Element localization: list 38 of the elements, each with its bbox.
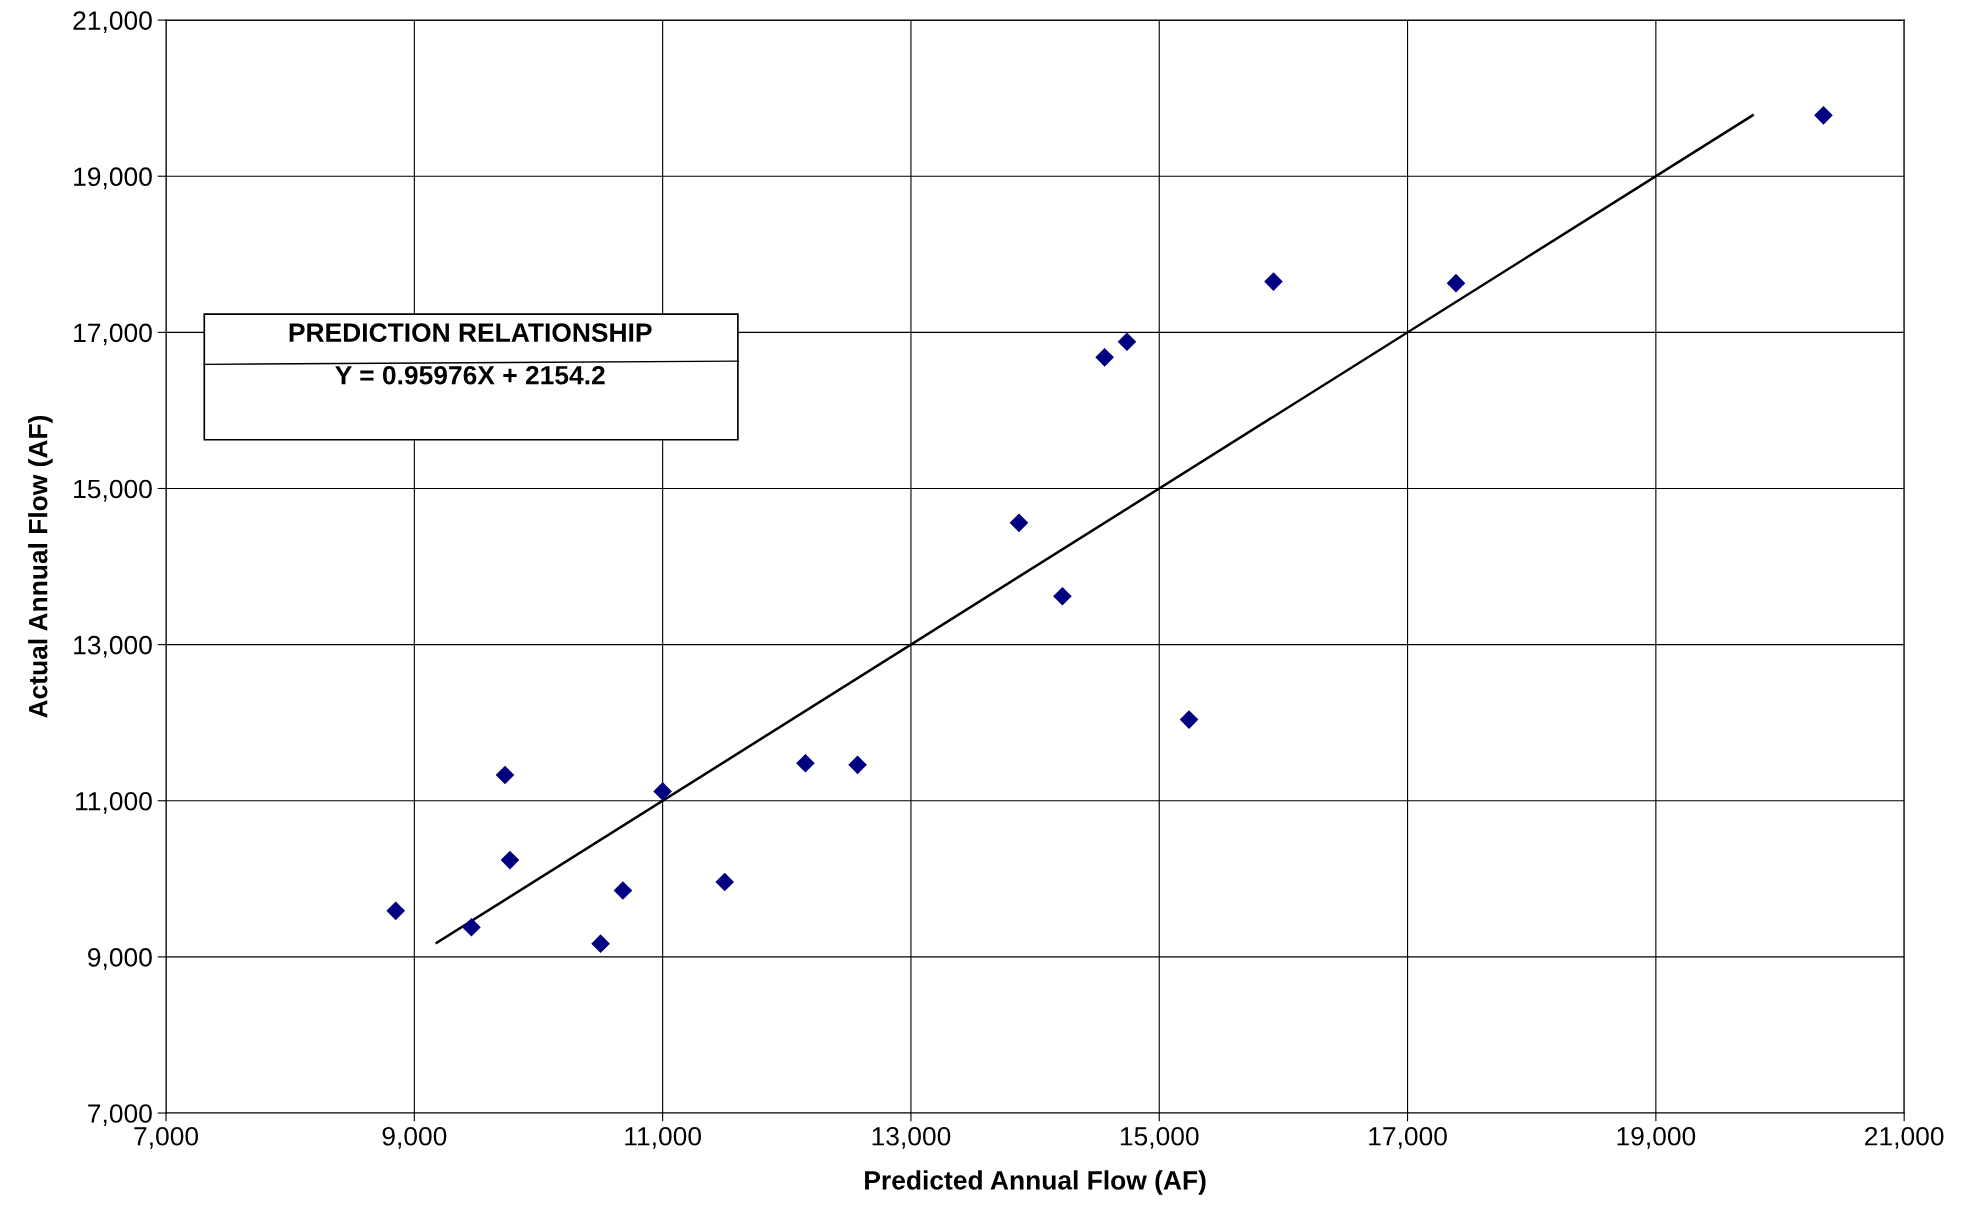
x-tick-label: 7,000 [134,1126,199,1149]
point [1117,332,1137,352]
point [848,755,867,775]
y-tick-label: 21,000 [73,11,152,34]
annotation: Y = 0.95976X + 2154.2 [335,365,605,385]
x-tick-label: 17,000 [1369,1126,1447,1149]
point [1264,272,1283,291]
x-axis-title: Predicted Annual Flow (AF) [865,1170,1206,1195]
y-tick-label: 19,000 [74,167,152,190]
point [386,901,406,921]
x-tick-label: 11,000 [625,1126,701,1149]
point [500,850,520,870]
point [462,917,481,937]
point [1095,348,1114,367]
point [495,765,515,785]
y-tick-label: 15,000 [74,479,152,502]
x-tick-label: 19,000 [1617,1126,1696,1149]
point [1053,586,1072,606]
x-tick-label: 9,000 [382,1126,447,1149]
point [653,782,672,801]
y-tick-label: 17,000 [74,323,152,346]
point [715,872,735,892]
point [1179,710,1199,729]
point [613,881,633,900]
x-tick-label: 15,000 [1120,1126,1199,1149]
y-tick-label: 11,000 [76,791,152,814]
y-tick-label: 13,000 [74,635,152,658]
point [591,934,610,953]
y-tick-label: 9,000 [88,948,152,970]
x-tick-label: 13,000 [872,1126,951,1149]
y-tick-label: 7,000 [88,1104,152,1126]
point [1009,513,1029,533]
x-tick-label: 21,000 [1865,1126,1944,1149]
annotation: PREDICTION RELATIONSHIP [289,323,652,342]
y-axis-title: Actual Annual Flow (AF) [28,415,53,718]
point [1446,273,1466,293]
point [796,753,815,773]
point [1814,106,1833,125]
